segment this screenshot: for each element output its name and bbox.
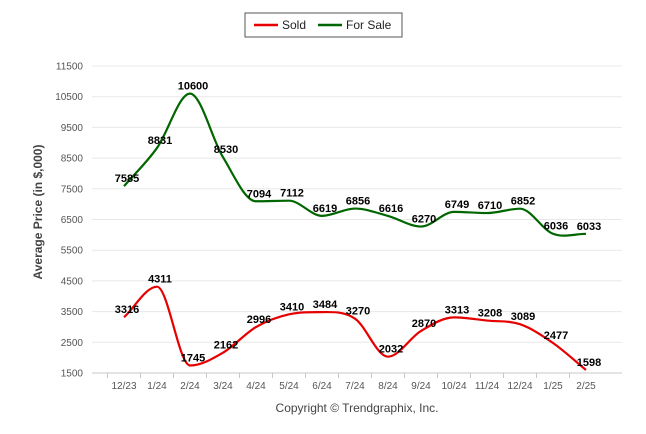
x-tick-label: 3/24 (213, 381, 233, 392)
data-label: 8831 (148, 135, 172, 147)
y-tick-label: 1500 (61, 369, 84, 380)
data-label: 3089 (511, 311, 535, 323)
data-label: 2032 (379, 344, 403, 356)
y-tick-label: 7500 (61, 184, 84, 195)
data-label: 2162 (214, 340, 238, 352)
x-tick-label: 9/24 (411, 381, 431, 392)
x-tick-label: 4/24 (246, 381, 266, 392)
data-label: 6749 (445, 199, 469, 211)
x-tick-label: 12/23 (111, 381, 136, 392)
data-label: 6619 (313, 203, 337, 215)
x-tick-label: 12/24 (507, 381, 532, 392)
series-line-for-sale (123, 92, 587, 237)
data-label: 3484 (313, 299, 338, 311)
y-tick-label: 8500 (61, 154, 84, 165)
y-tick-label: 3500 (61, 307, 84, 318)
x-tick-label: 2/24 (180, 381, 200, 392)
x-tick-label: 1/25 (543, 381, 563, 392)
x-tick-label: 8/24 (378, 381, 398, 392)
data-label: 6852 (511, 196, 535, 208)
series-lines (123, 92, 587, 371)
x-tick-label: 1/24 (147, 381, 167, 392)
data-label: 2477 (544, 330, 568, 342)
legend: Sold For Sale (244, 12, 403, 38)
data-label: 7585 (115, 173, 139, 185)
copyright-credit: Copyright © Trendgraphix, Inc. (276, 401, 439, 415)
x-tick-label: 11/24 (475, 381, 500, 392)
data-label: 1598 (577, 357, 601, 369)
data-label: 6036 (544, 221, 568, 233)
data-label: 1745 (181, 352, 205, 364)
x-axis-ticks: 12/23 1/24 2/24 3/24 4/24 5/24 6/24 7/24 8/24 9/2… (107, 373, 596, 392)
data-label: 3410 (280, 301, 304, 313)
y-tick-label: 9500 (61, 123, 84, 134)
data-label: 6270 (412, 214, 436, 226)
x-tick-label: 6/24 (312, 381, 332, 392)
gridlines (92, 65, 622, 343)
y-tick-label: 2500 (61, 338, 84, 349)
y-tick-label: 10500 (55, 92, 83, 103)
data-label: 3270 (346, 306, 370, 318)
y-axis-ticks: 1500 2500 3500 4500 5500 6500 7500 8500 9500 1050… (55, 62, 83, 380)
data-label: 3313 (445, 304, 469, 316)
data-label: 2870 (412, 318, 436, 330)
data-label: 3208 (478, 308, 502, 320)
data-label: 3316 (115, 304, 139, 316)
data-label: 6856 (346, 196, 370, 208)
data-label: 7094 (247, 188, 272, 200)
y-tick-label: 6500 (61, 215, 84, 226)
y-axis-title: Average Price (in $,000) (31, 145, 45, 280)
x-tick-label: 5/24 (279, 381, 299, 392)
data-label: 6710 (478, 200, 502, 212)
data-label: 2996 (247, 314, 271, 326)
data-label: 6033 (577, 221, 601, 233)
data-label: 7112 (280, 188, 304, 200)
data-labels: 3316 4311 1745 2162 2996 3410 3484 3270 2032 2870… (115, 81, 601, 369)
data-label: 8530 (214, 144, 238, 156)
legend-label-sold: Sold (282, 18, 306, 32)
x-tick-label: 2/25 (576, 381, 596, 392)
legend-label-for-sale: For Sale (346, 18, 392, 32)
data-label: 4311 (148, 274, 172, 286)
y-tick-label: 5500 (61, 246, 84, 257)
y-tick-label: 4500 (61, 276, 84, 287)
data-label: 10600 (178, 81, 209, 93)
y-tick-label: 11500 (56, 62, 84, 73)
data-label: 6616 (379, 203, 403, 215)
x-tick-label: 7/24 (345, 381, 365, 392)
series-line-sold (123, 285, 587, 371)
x-tick-label: 10/24 (441, 381, 466, 392)
